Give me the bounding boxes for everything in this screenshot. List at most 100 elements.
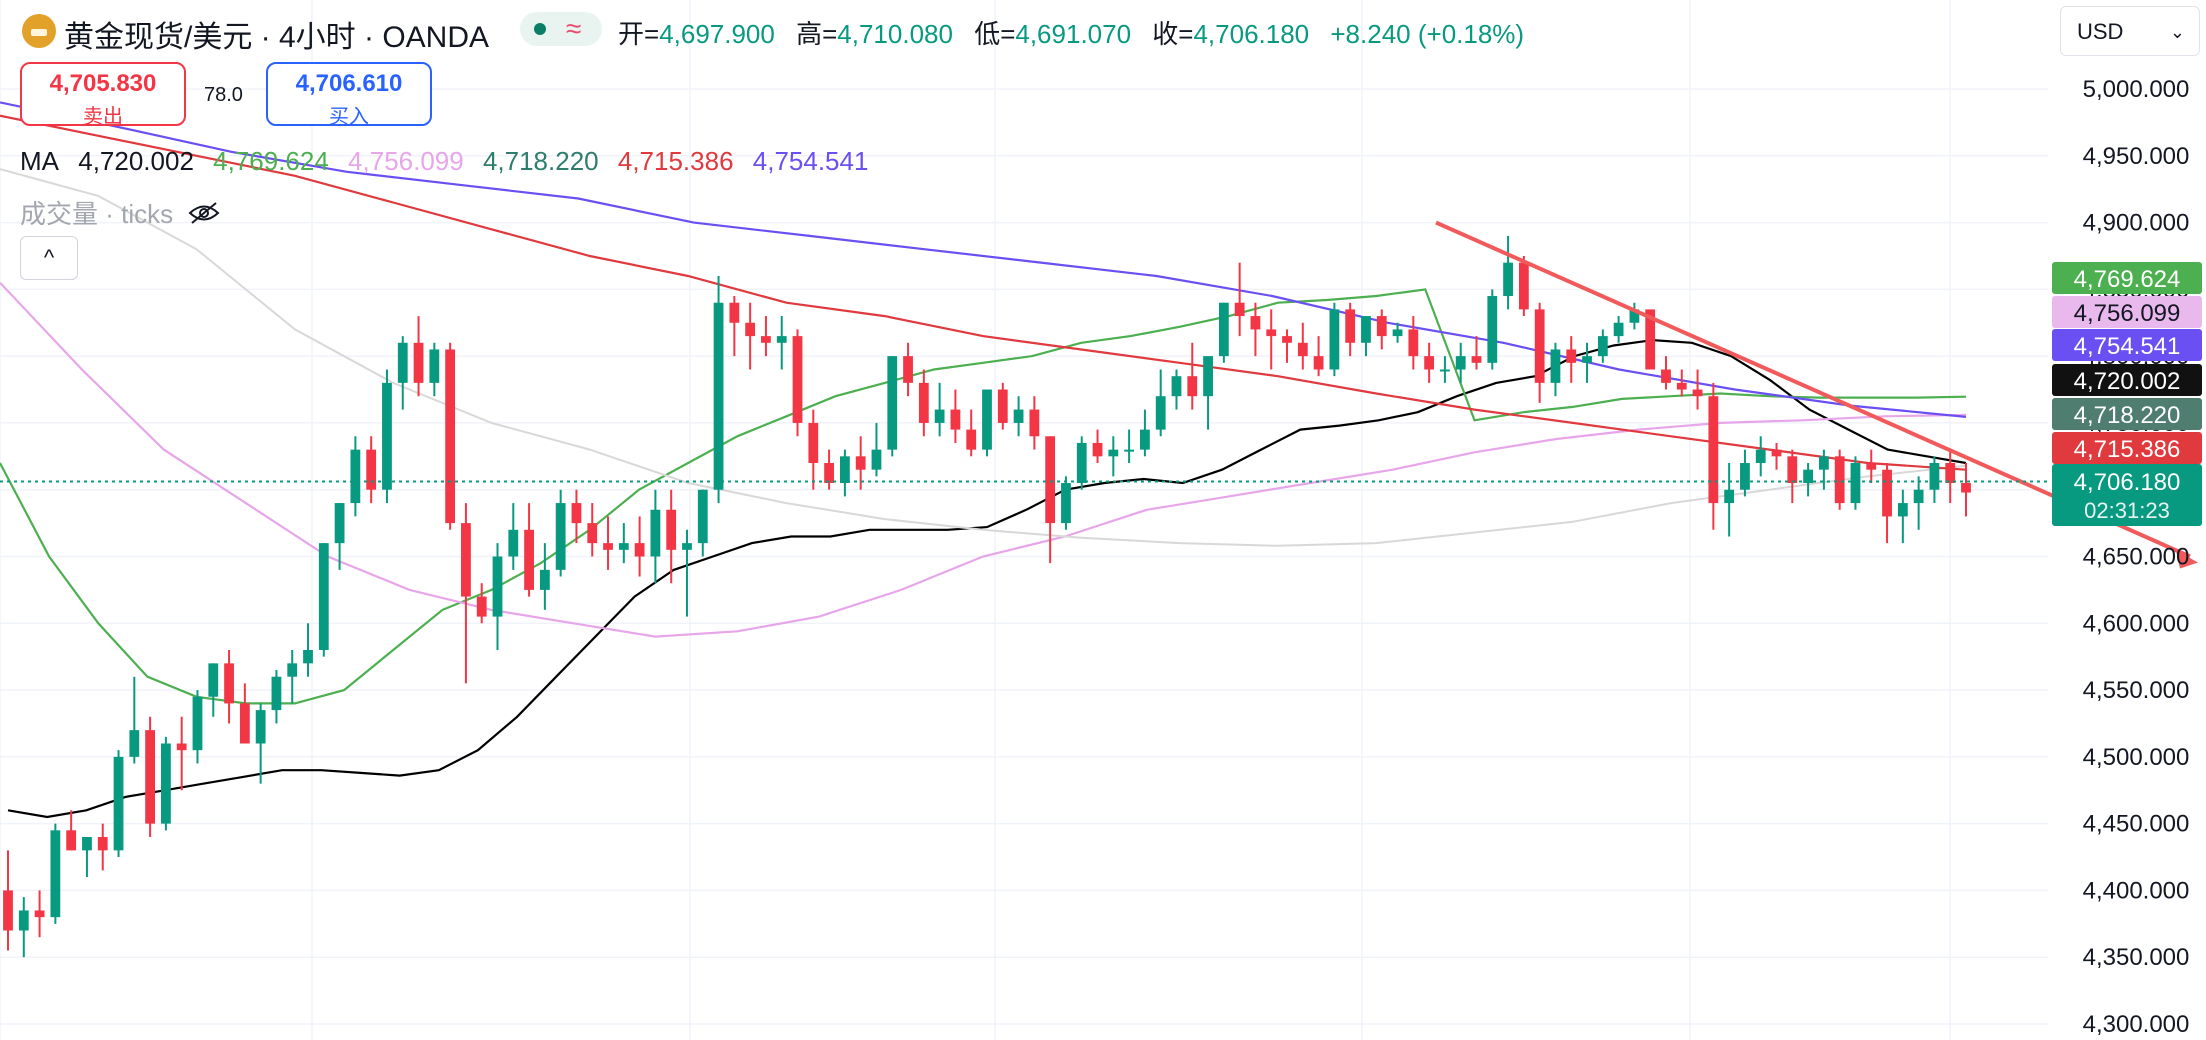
price-label-text: 4,754.541 bbox=[2074, 333, 2181, 360]
candle-body bbox=[792, 336, 803, 423]
candle-body bbox=[1092, 442, 1103, 457]
ma-line-4 bbox=[0, 168, 1967, 547]
candle-body bbox=[1566, 349, 1577, 363]
candle-body bbox=[1282, 336, 1292, 343]
candle-body bbox=[1929, 463, 1940, 490]
candle-body bbox=[855, 456, 866, 470]
candle-body bbox=[1392, 329, 1403, 337]
candle-body bbox=[1361, 316, 1371, 343]
ma-value-3: 4,756.099 bbox=[348, 146, 464, 176]
candle-body bbox=[618, 543, 629, 550]
candle-body bbox=[1961, 483, 1971, 493]
candle-body bbox=[871, 449, 882, 470]
market-status-pill[interactable]: ≈ bbox=[520, 12, 602, 46]
sell-label: 卖出 bbox=[83, 106, 123, 128]
volume-legend[interactable]: 成交量 · ticks bbox=[20, 194, 221, 231]
candle-body bbox=[97, 837, 108, 851]
current-price-text: 4,706.180 bbox=[2074, 469, 2181, 496]
collapse-legend-button[interactable]: ^ bbox=[20, 236, 78, 280]
open-label: 开= bbox=[618, 19, 660, 49]
candle-body bbox=[192, 696, 203, 751]
candle-body bbox=[1029, 409, 1040, 437]
price-tick-label: 4,500.000 bbox=[2083, 744, 2190, 771]
candle-body bbox=[1329, 309, 1340, 370]
candle-body bbox=[966, 429, 977, 450]
candle-body bbox=[1408, 329, 1419, 357]
candle-body bbox=[1218, 302, 1229, 357]
candle-body bbox=[603, 543, 613, 550]
candle-body bbox=[429, 349, 440, 383]
candle-body bbox=[1518, 262, 1529, 310]
chevron-down-icon: ⌄ bbox=[2169, 22, 2185, 42]
candle-body bbox=[1629, 309, 1640, 323]
buy-label: 买入 bbox=[329, 106, 369, 128]
candle-body bbox=[761, 336, 771, 343]
candle-body bbox=[1187, 376, 1198, 397]
candle-body bbox=[1013, 409, 1024, 423]
candle-body bbox=[745, 322, 756, 337]
candle-body bbox=[682, 543, 692, 550]
close-value: 4,706.180 bbox=[1193, 19, 1310, 49]
ma-value-5: 4,715.386 bbox=[617, 146, 734, 176]
price-tick-label: 4,350.000 bbox=[2083, 944, 2190, 971]
candle-body bbox=[113, 756, 124, 851]
candle-body bbox=[1645, 309, 1656, 370]
candle-body bbox=[824, 463, 834, 484]
candle-body bbox=[1834, 456, 1845, 504]
high-value: 4,710.080 bbox=[837, 19, 953, 49]
symbol-title[interactable]: 黄金现货/美元 · 4小时 · OANDA bbox=[64, 21, 490, 54]
candle-body bbox=[318, 543, 329, 650]
candle-body bbox=[1724, 489, 1735, 504]
candle-body bbox=[1787, 456, 1798, 484]
candle-body bbox=[255, 710, 266, 744]
candle-body bbox=[950, 409, 961, 430]
candle-body bbox=[1061, 483, 1071, 524]
candle-body bbox=[634, 543, 645, 557]
candle-body bbox=[1471, 356, 1482, 363]
buy-price: 4,706.610 bbox=[295, 70, 403, 97]
candle-body bbox=[729, 302, 740, 323]
buy-button[interactable]: 4,706.610 买入 bbox=[266, 62, 432, 128]
market-open-dot-icon bbox=[534, 23, 546, 35]
ma-line-6 bbox=[0, 101, 1967, 418]
price-label-text: 4,720.002 bbox=[2074, 368, 2181, 395]
candle-body bbox=[1250, 316, 1261, 330]
candle-body bbox=[713, 302, 724, 490]
candle-body bbox=[918, 382, 929, 423]
ma-legend[interactable]: MA 4,720.002 4,769.624 4,756.099 4,718.2… bbox=[20, 146, 880, 177]
candle-body bbox=[1692, 389, 1703, 397]
hidden-eye-icon[interactable] bbox=[187, 200, 221, 226]
chart-overlay bbox=[0, 220, 2198, 569]
candle-body bbox=[587, 523, 598, 544]
ma-line-1 bbox=[7, 338, 1967, 819]
price-tick-label: 4,650.000 bbox=[2083, 544, 2190, 571]
currency-select[interactable]: USD ⌄ bbox=[2060, 6, 2200, 56]
candle-body bbox=[1803, 469, 1813, 484]
candle-body bbox=[239, 703, 250, 744]
price-tick-label: 4,400.000 bbox=[2083, 877, 2190, 904]
price-tick-label: 4,300.000 bbox=[2083, 1011, 2190, 1038]
candle-body bbox=[1345, 309, 1356, 343]
candle-body bbox=[697, 489, 708, 544]
gold-coin-icon[interactable] bbox=[22, 14, 56, 48]
candle-body bbox=[1140, 429, 1150, 450]
candle-body bbox=[1171, 376, 1182, 397]
candle-body bbox=[18, 910, 29, 931]
status-wave-icon: ≈ bbox=[566, 13, 582, 44]
candle-body bbox=[1440, 369, 1450, 372]
low-value: 4,691.070 bbox=[1015, 19, 1132, 49]
candlesticks bbox=[3, 235, 1971, 958]
price-label-box bbox=[2052, 262, 2202, 294]
candle-body bbox=[3, 890, 13, 931]
sell-button[interactable]: 4,705.830 卖出 bbox=[20, 62, 186, 128]
ma-line-5 bbox=[0, 114, 1967, 471]
price-label-box bbox=[2052, 398, 2202, 430]
candle-body bbox=[176, 743, 187, 751]
moving-averages bbox=[0, 101, 1967, 819]
candle-body bbox=[445, 349, 456, 524]
currency-value: USD bbox=[2077, 19, 2124, 44]
price-label-box bbox=[2052, 296, 2202, 328]
candle-body bbox=[887, 356, 898, 450]
candle-body bbox=[287, 663, 298, 677]
